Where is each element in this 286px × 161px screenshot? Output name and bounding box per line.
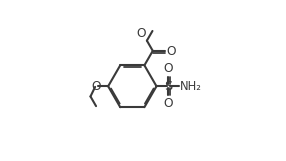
Text: O: O [92,80,101,93]
Text: O: O [164,97,173,110]
Text: O: O [136,27,146,40]
Text: S: S [164,80,172,93]
Text: O: O [164,62,173,75]
Text: NH₂: NH₂ [180,80,202,93]
Text: O: O [167,45,176,58]
